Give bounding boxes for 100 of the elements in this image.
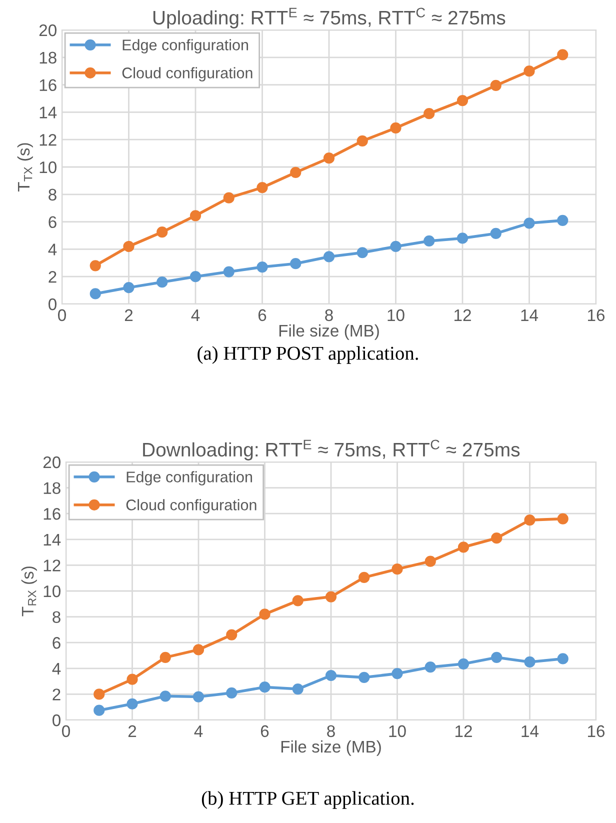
y-tick-label: 20 [39,24,56,36]
chart-title: Downloading: RTT$^{E}$ ≈ 75ms, RTT$^{C}$ ≈ 275ms [143,440,520,460]
point [90,260,101,272]
x-tick-label: 8 [327,725,335,738]
text: (a) HTTP POST application. [198,346,418,364]
point [223,266,234,278]
point [325,670,337,682]
point [424,556,436,567]
chart-title: Uploading: RTT$^{E}$ ≈ 75ms, RTT$^{C}$ ≈ 275ms [153,8,506,28]
point [223,192,234,204]
point [226,687,238,698]
x-tick-label: 10 [389,725,406,738]
x-tick-label: 14 [522,725,539,737]
x-axis-title: File size (MB) [281,740,381,756]
legend-label: Cloud configuration [122,67,252,82]
y-tick-label: 6 [52,637,60,649]
y-tick-label: 4 [48,244,57,256]
legend-label: Edge configuration [126,471,252,486]
point [458,542,470,553]
point [123,282,134,294]
point [94,704,105,716]
point [358,672,370,683]
y-tick-label: 4 [52,662,61,674]
point [156,226,168,238]
y-tick-label: 20 [43,456,60,468]
point [259,682,270,693]
point [491,652,502,663]
point [123,240,134,252]
point [126,674,138,685]
point [458,658,470,670]
point [358,572,370,584]
point [323,251,335,262]
legend-label: Edge configuration [122,39,248,54]
point [524,514,536,526]
point [424,235,435,247]
point [557,513,568,524]
x-tick-label: 0 [62,725,70,738]
point [557,49,568,60]
point [490,228,502,239]
x-tick-label: 10 [388,309,404,322]
point [160,652,171,663]
point [524,66,535,77]
x-tick-label: 4 [194,725,203,737]
y-axis-title: T$_{RX}$ (s) [21,566,37,616]
y-tick-label: 8 [52,611,60,624]
y-tick-label: 0 [48,298,56,310]
point [226,629,238,640]
point [524,656,536,668]
point [292,683,304,695]
point [323,152,335,164]
legend-label: Cloud configuration [126,499,256,514]
y-tick-label: 2 [48,271,56,283]
point [256,182,268,194]
y-tick-label: 16 [44,508,60,520]
y-tick-label: 16 [40,79,56,92]
point [126,698,138,710]
point [325,591,337,602]
point [192,691,204,702]
y-tick-label: 18 [44,482,60,494]
point [392,668,403,680]
x-tick-label: 12 [456,725,472,737]
y-tick-label: 6 [48,216,56,228]
point [256,261,268,273]
point [456,232,468,244]
point [190,210,202,222]
point [90,288,101,300]
point [524,218,535,229]
x-tick-label: 6 [258,309,266,322]
point [390,240,402,252]
y-tick-label: 2 [52,688,60,700]
x-tick-label: 16 [588,725,605,738]
x-tick-label: 6 [260,725,269,738]
y-tick-label: 14 [44,534,61,546]
point [156,276,168,288]
y-tick-label: 10 [44,585,60,598]
x-tick-label: 16 [588,309,605,322]
point [424,662,436,673]
y-tick-label: 10 [40,161,56,174]
y-axis-title: T$_{TX}$ (s) [17,143,33,192]
y-tick-label: 0 [52,714,60,726]
point [456,95,468,106]
x-tick-label: 2 [128,725,136,737]
x-axis-title: File size (MB) [279,324,379,340]
y-tick-label: 12 [44,560,60,572]
point [557,214,568,226]
point [490,80,502,92]
x-tick-label: 12 [454,309,471,321]
point [392,564,403,575]
point [290,258,302,270]
y-tick-label: 18 [40,52,56,64]
y-tick-label: 12 [40,134,56,146]
point [491,532,502,544]
point [290,166,302,178]
y-tick-label: 8 [48,188,56,201]
text: (b) HTTP GET application. [202,791,414,809]
point [356,247,368,258]
point [94,688,105,700]
y-tick-label: 14 [40,106,57,118]
point [557,653,568,664]
x-tick-label: 8 [325,309,333,322]
